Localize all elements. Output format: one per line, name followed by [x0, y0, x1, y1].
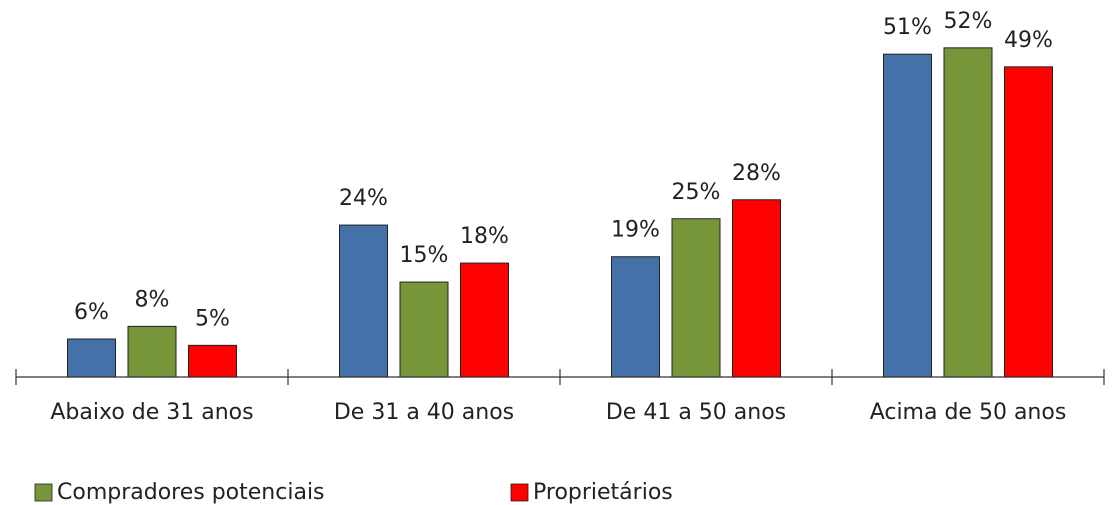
data-label: 15%	[400, 243, 449, 268]
bar	[127, 325, 177, 378]
data-label: 6%	[74, 300, 109, 325]
data-label: 5%	[195, 306, 230, 331]
bar	[611, 256, 660, 378]
data-label: 19%	[611, 218, 660, 243]
x-tick-label: De 41 a 50 anos	[606, 400, 786, 425]
legend-swatch	[510, 483, 529, 502]
bar	[399, 281, 449, 378]
bar	[883, 53, 932, 378]
bar	[943, 47, 993, 378]
x-tick-label: Acima de 50 anos	[870, 400, 1067, 425]
data-label: 18%	[460, 224, 509, 249]
bar	[1004, 66, 1053, 378]
data-label: 49%	[1004, 28, 1053, 53]
legend-swatch	[34, 483, 53, 502]
bar	[732, 199, 781, 378]
bar	[188, 344, 237, 378]
data-label: 51%	[883, 15, 932, 40]
legend-label: Compradores potenciais	[57, 480, 325, 505]
x-tick-label: Abaixo de 31 anos	[50, 400, 253, 425]
data-label: 25%	[672, 180, 721, 205]
data-label: 28%	[732, 161, 781, 186]
bar	[67, 338, 116, 378]
data-label: 24%	[339, 186, 388, 211]
data-label: 8%	[135, 287, 170, 312]
data-label: 52%	[944, 9, 993, 34]
bar	[671, 218, 721, 378]
bar	[339, 224, 388, 378]
bar	[460, 262, 509, 378]
legend-label: Proprietários	[533, 480, 673, 505]
x-tick-label: De 31 a 40 anos	[334, 400, 514, 425]
